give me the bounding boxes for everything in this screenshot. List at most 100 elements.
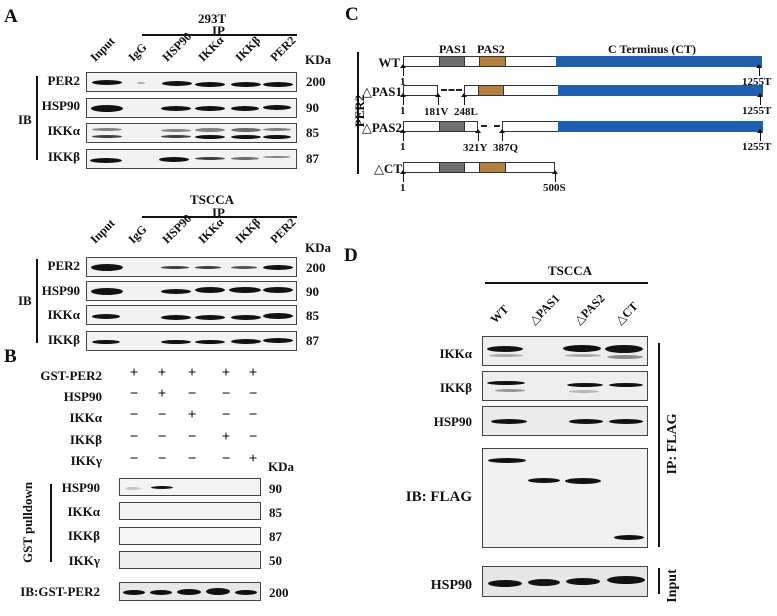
kda-value: 90 (306, 284, 319, 299)
condition-mark: − (187, 429, 197, 445)
blot-ikka (86, 305, 297, 325)
blot-hsp90 (482, 406, 648, 436)
pulldown-bracket (50, 484, 52, 562)
position-arrow (552, 170, 558, 182)
loading-blot-gst-per2 (119, 582, 261, 601)
pas1-domain (439, 56, 465, 67)
row-label: IKKα (67, 504, 100, 519)
condition-mark: + (248, 451, 258, 467)
row-label: IKKβ (67, 528, 100, 543)
panel-c-letter: C (345, 4, 359, 25)
lane-label: IKKβ (232, 215, 264, 247)
row-label: HSP90 (41, 283, 80, 298)
pas2-label: PAS2 (477, 42, 505, 56)
construct-bar-wt (403, 56, 762, 67)
ct-domain (556, 56, 762, 67)
position-tick: 1 (400, 141, 406, 153)
row-label: IKKγ (68, 553, 100, 568)
kda-value: 85 (306, 308, 319, 323)
condition-mark: − (221, 451, 231, 467)
kda-label: KDa (305, 240, 331, 255)
lane-label: Input (87, 34, 118, 65)
pas1-domain (439, 162, 465, 173)
lane-label: WT (487, 302, 512, 327)
condition-mark: − (157, 451, 167, 467)
row-label: PER2 (47, 73, 81, 88)
pulldown-blot-ikkg (119, 551, 261, 569)
ip-bracket-line (142, 216, 297, 218)
row-label: IKKα (47, 123, 80, 138)
blot-ikkb (86, 149, 297, 169)
condition-mark: − (157, 429, 167, 445)
row-label: IKKβ (47, 149, 80, 164)
condition-label: IKKβ (69, 432, 102, 447)
deletion-gap (441, 89, 462, 91)
condition-mark: − (187, 451, 197, 467)
lane-label: IgG (125, 222, 150, 247)
input-bracket (658, 568, 660, 594)
ip-flag-bracket (658, 343, 660, 547)
condition-mark: + (248, 365, 258, 381)
input-label: Input (665, 569, 680, 603)
ib-bracket (36, 76, 38, 160)
blot-ikkb (482, 371, 648, 401)
construct-bar-dct (403, 162, 555, 173)
kda-value: 87 (269, 529, 282, 544)
position-arrow (475, 129, 481, 141)
condition-mark: − (129, 407, 139, 423)
pulldown-blot-ikka (119, 502, 261, 520)
ct-domain (558, 85, 763, 96)
kda-value: 85 (306, 125, 319, 140)
pulldown-blot-hsp90 (119, 478, 261, 496)
ip-flag-label: IP: FLAG (665, 413, 680, 475)
position-arrow (757, 129, 763, 141)
condition-mark: − (129, 386, 139, 402)
kda-label: KDa (305, 52, 331, 67)
ib-label: IB (18, 112, 32, 127)
blot-per2 (86, 257, 297, 277)
panel-a-letter: A (4, 6, 18, 27)
lane-label: PER2 (267, 33, 299, 65)
ib-bracket (36, 259, 38, 343)
position-tick: 248L (454, 106, 478, 118)
condition-mark: − (221, 407, 231, 423)
kda-value: 200 (306, 260, 326, 275)
cell-line-bracket (485, 282, 648, 284)
condition-mark: + (187, 407, 197, 423)
condition-mark: − (157, 407, 167, 423)
kda-label: KDa (268, 459, 294, 474)
row-label: IB: FLAG (405, 489, 472, 505)
row-label: HSP90 (61, 480, 100, 495)
condition-mark: − (248, 386, 258, 402)
ib-label: IB (18, 293, 32, 308)
position-arrow (400, 64, 406, 76)
blot-per2 (86, 72, 297, 92)
lane-label: IgG (125, 40, 150, 65)
kda-value: 85 (269, 505, 282, 520)
lane-label: △PAS2 (571, 291, 608, 328)
per2-bracket (357, 52, 359, 174)
kda-value: 50 (269, 553, 282, 568)
row-label: IKKβ (47, 332, 80, 347)
row-label: IKKα (439, 346, 472, 361)
row-label: IKKβ (439, 380, 472, 395)
condition-mark: + (129, 365, 139, 381)
row-label: HSP90 (430, 578, 472, 593)
construct-bar-dpas1-c (464, 85, 763, 96)
condition-mark: − (248, 407, 258, 423)
construct-label: △PAS1 (361, 84, 402, 99)
condition-mark: − (129, 451, 139, 467)
row-label: HSP90 (41, 98, 80, 113)
condition-mark: + (157, 386, 167, 402)
lane-label: △CT (612, 299, 641, 328)
lane-label: PER2 (267, 215, 299, 247)
position-arrow (400, 170, 406, 182)
construct-bar-dpas2-c (502, 121, 763, 132)
pas2-domain (478, 85, 504, 96)
kda-value: 90 (269, 481, 282, 496)
blot-ikka (86, 123, 297, 143)
condition-mark: + (187, 365, 197, 381)
construct-bar-dpas2-n (403, 121, 478, 132)
position-arrow (756, 64, 762, 76)
row-label: PER2 (47, 258, 81, 273)
